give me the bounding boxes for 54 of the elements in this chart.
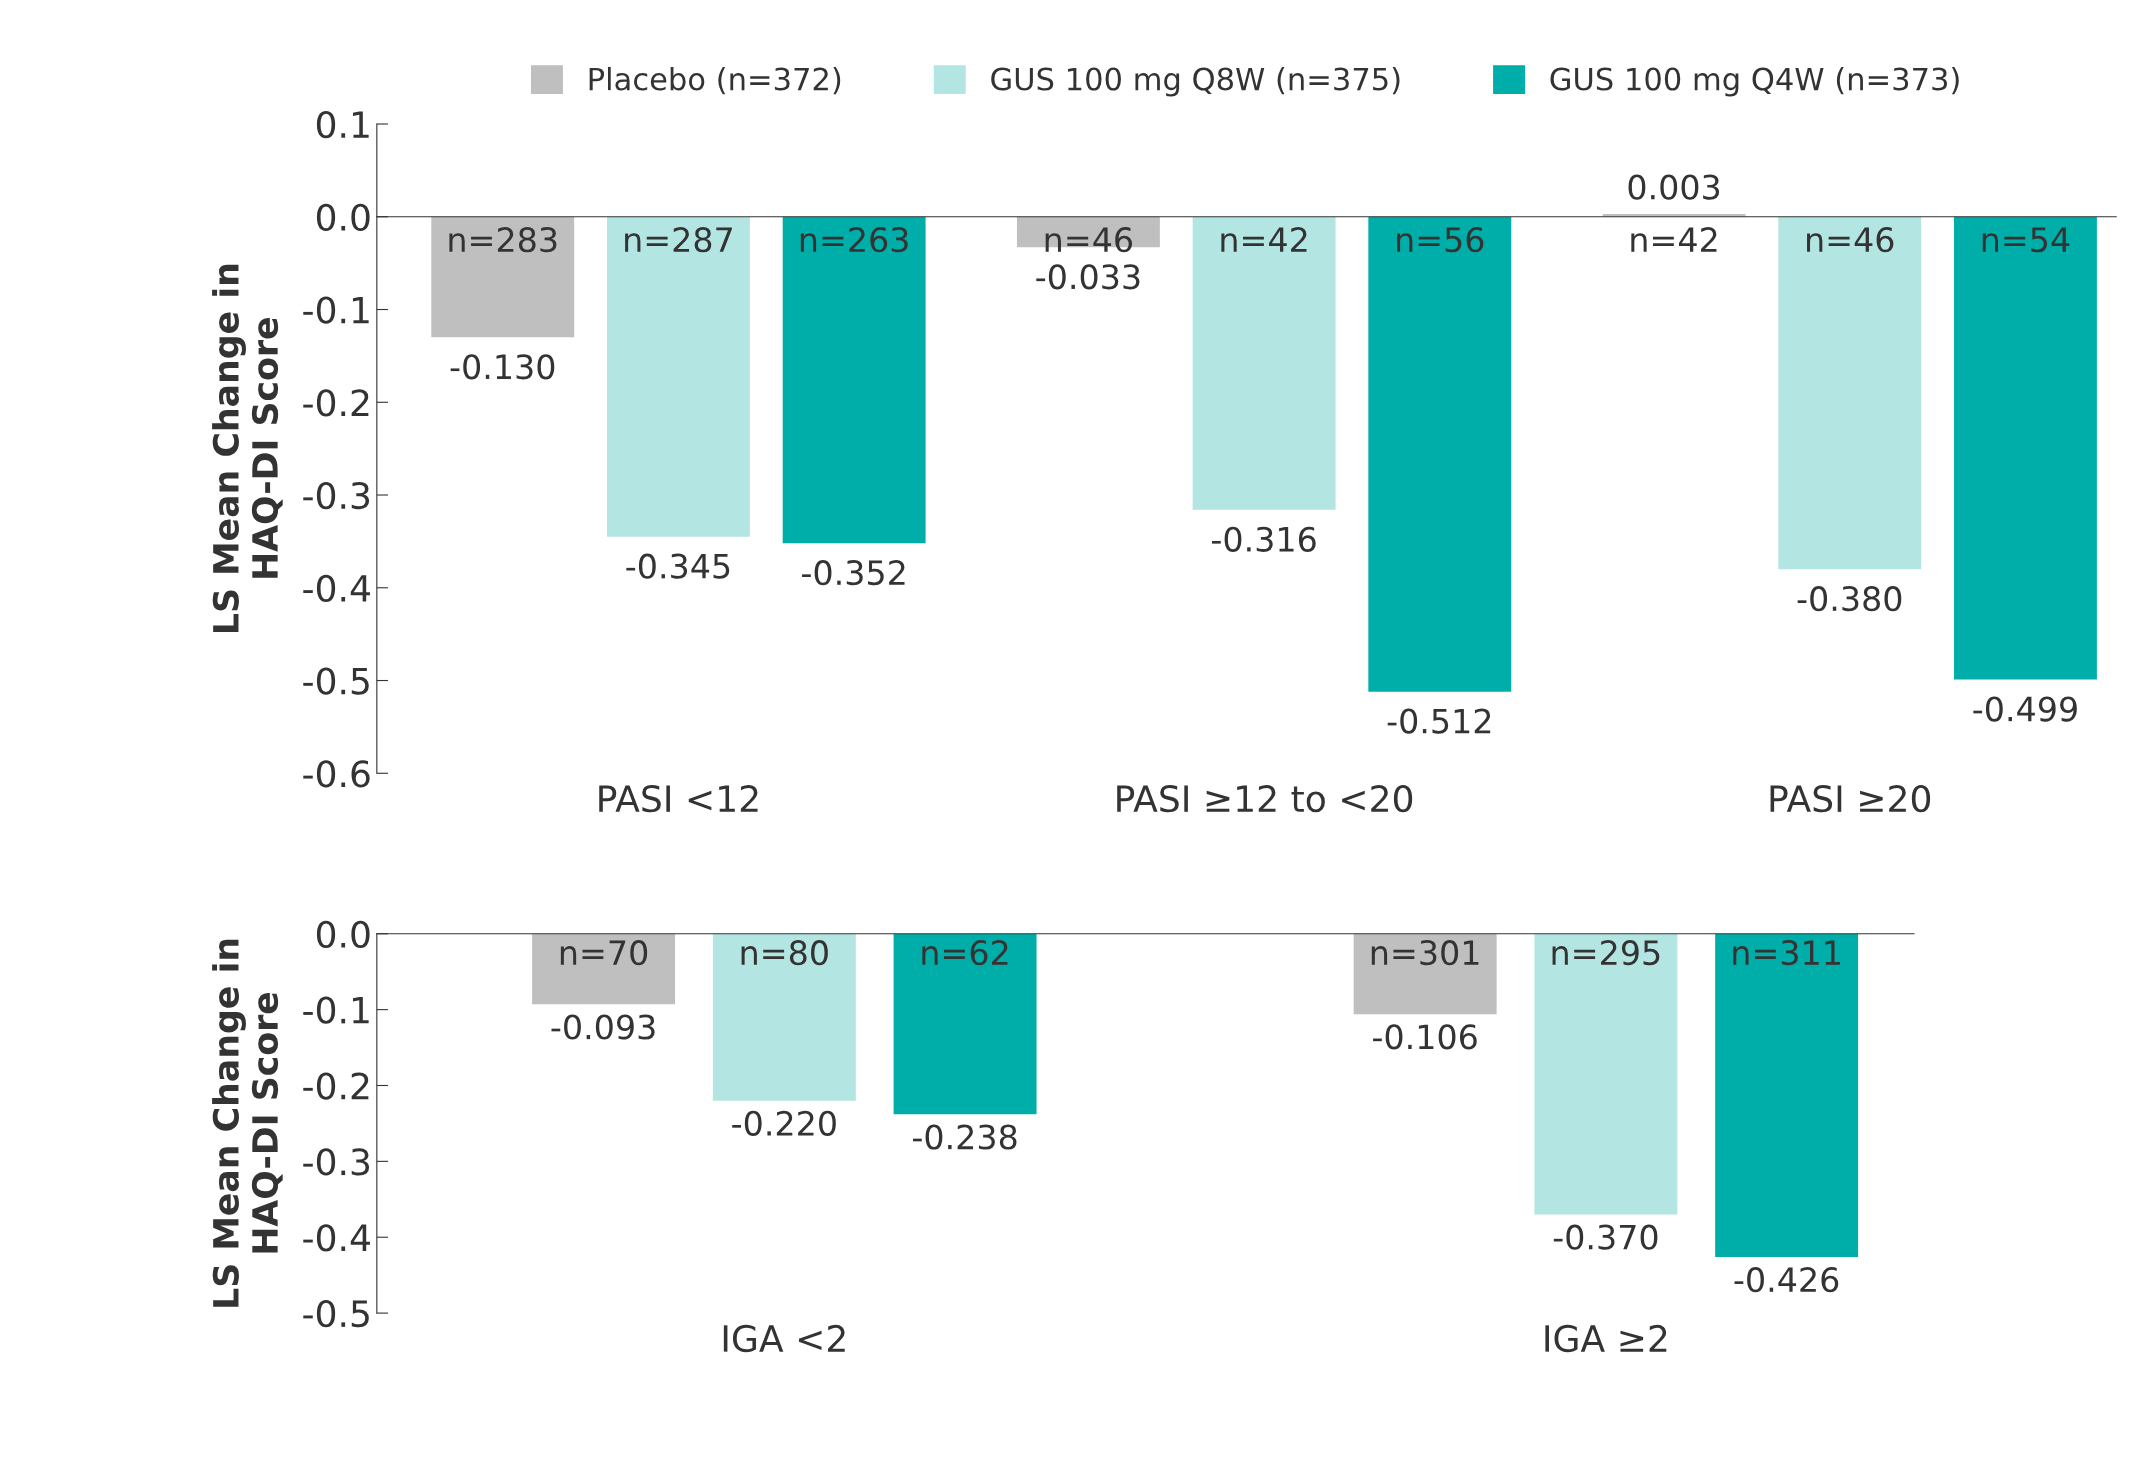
annotation: n=56 <box>1397 227 1484 253</box>
data-label: -0.512 <box>1387 708 1491 734</box>
annotation: n=283 <box>449 227 557 253</box>
data-label: -0.426 <box>1734 1267 1839 1293</box>
y-tick-label: -0.2 <box>303 389 369 417</box>
y-axis-title: LS Mean Change in HAQ-DI Score <box>212 264 283 632</box>
data-label: -0.130 <box>450 354 555 380</box>
data-label: -0.093 <box>551 1014 655 1040</box>
data-label: -0.380 <box>1797 586 1902 612</box>
annotation: n=54 <box>1982 227 2070 253</box>
y-tick-label: 0.0 <box>316 920 370 948</box>
legend-label: GUS 100 mg Q4W (n=373) <box>1550 66 1959 97</box>
x-tick-label: IGA <2 <box>723 1324 845 1353</box>
data-label: -0.345 <box>626 553 730 579</box>
data-label: -0.238 <box>912 1124 1017 1150</box>
y-tick-label: 0.0 <box>316 203 370 231</box>
x-tick-label: PASI ≥12 to <20 <box>1117 785 1413 813</box>
x-tick-label: PASI ≥20 <box>1770 785 1931 813</box>
data-label: -0.352 <box>802 560 905 586</box>
data-label: -0.370 <box>1553 1224 1658 1250</box>
annotation: n=311 <box>1733 940 1840 966</box>
y-tick-label: 0.1 <box>316 110 369 139</box>
data-label: -0.316 <box>1212 526 1316 552</box>
annotation: n=70 <box>560 940 648 966</box>
annotation: n=287 <box>625 227 732 253</box>
x-tick-label: PASI <12 <box>599 785 758 813</box>
y-tick-label: -0.6 <box>303 760 370 788</box>
annotation: n=46 <box>1045 227 1133 253</box>
data-label: -0.499 <box>1973 696 2077 722</box>
data-label: -0.220 <box>732 1110 836 1136</box>
y-tick-label: -0.3 <box>303 1148 370 1176</box>
data-label: -0.033 <box>1036 264 1140 290</box>
y-tick-label: -0.2 <box>303 1072 369 1100</box>
annotation: n=42 <box>1221 227 1307 252</box>
y-tick-label: -0.5 <box>303 1300 369 1328</box>
y-tick-label: -0.5 <box>303 667 369 695</box>
y-tick-label: -0.3 <box>303 481 370 510</box>
annotation: n=301 <box>1371 940 1479 966</box>
y-tick-label: -0.1 <box>303 296 369 324</box>
annotation: n=62 <box>922 940 1008 966</box>
data-label: -0.106 <box>1373 1024 1477 1050</box>
y-tick-label: -0.4 <box>303 574 370 602</box>
x-tick-label: IGA ≥2 <box>1545 1324 1667 1353</box>
annotation: n=42 <box>1631 227 1717 252</box>
annotation: n=263 <box>800 227 908 253</box>
annotation: n=80 <box>741 940 828 966</box>
annotation: n=295 <box>1552 940 1660 966</box>
annotation: n=46 <box>1807 227 1894 253</box>
y-tick-label: -0.1 <box>303 996 369 1024</box>
legend-label: Placebo (n=372) <box>589 66 841 95</box>
legend-label: GUS 100 mg Q8W (n=375) <box>991 66 1400 97</box>
data-label: 0.003 <box>1628 174 1720 200</box>
y-axis-title: LS Mean Change in HAQ-DI Score <box>212 939 283 1307</box>
y-tick-label: -0.4 <box>303 1224 370 1252</box>
